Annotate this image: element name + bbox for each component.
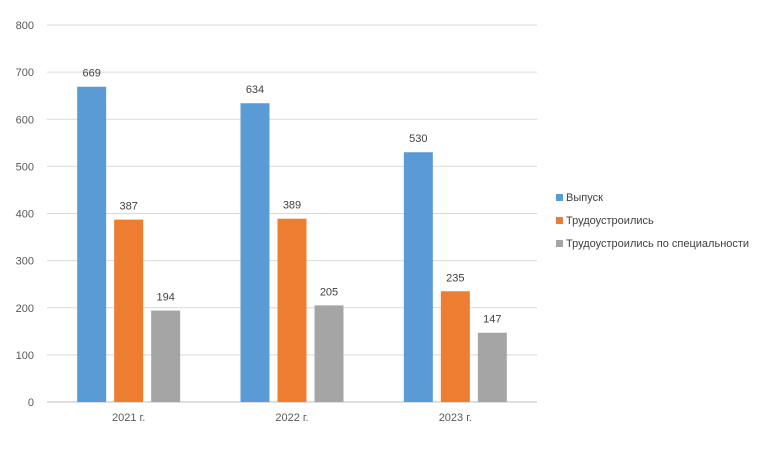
legend-swatch: [556, 240, 563, 247]
legend-label: Трудоустроились по специальности: [566, 238, 749, 250]
bar: [314, 305, 344, 402]
bars: [77, 86, 507, 402]
data-label: 634: [246, 84, 264, 96]
bar: [77, 86, 107, 402]
y-tick-label: 500: [16, 161, 34, 173]
y-tick-label: 300: [16, 256, 34, 268]
y-tick-label: 600: [16, 114, 34, 126]
x-tick-label: 2022 г.: [275, 412, 308, 424]
bar: [114, 219, 144, 402]
data-label: 387: [119, 201, 137, 213]
legend: Выпуск Трудоустроились Трудоустроились по …: [556, 192, 749, 250]
data-label: 147: [483, 314, 501, 326]
data-label: 205: [320, 286, 338, 298]
bar: [277, 218, 307, 402]
bar: [477, 332, 507, 402]
y-tick-label: 800: [16, 20, 34, 32]
y-tick-label: 700: [16, 67, 34, 79]
y-axis: 0 100 200 300 400 500 600 700 800: [16, 20, 34, 409]
bar: [151, 310, 181, 402]
data-label: 235: [446, 272, 464, 284]
data-label: 389: [283, 200, 301, 212]
legend-swatch: [556, 217, 563, 224]
x-axis: 2021 г. 2022 г. 2023 г.: [112, 412, 472, 424]
x-tick-label: 2021 г.: [112, 412, 145, 424]
legend-swatch: [556, 194, 563, 201]
bar: [403, 152, 433, 402]
data-labels: 669 387 194 634 389 205 530 235 147: [82, 68, 501, 326]
x-tick-label: 2023 г.: [439, 412, 472, 424]
y-tick-label: 400: [16, 209, 34, 221]
y-tick-label: 0: [28, 397, 34, 409]
legend-label: Трудоустроились: [566, 215, 654, 227]
bar: [240, 103, 270, 402]
y-tick-label: 100: [16, 350, 34, 362]
y-tick-label: 200: [16, 303, 34, 315]
data-label: 669: [82, 68, 100, 80]
bar: [440, 291, 470, 402]
data-label: 530: [409, 133, 427, 145]
legend-label: Выпуск: [566, 192, 603, 204]
data-label: 194: [156, 292, 174, 304]
